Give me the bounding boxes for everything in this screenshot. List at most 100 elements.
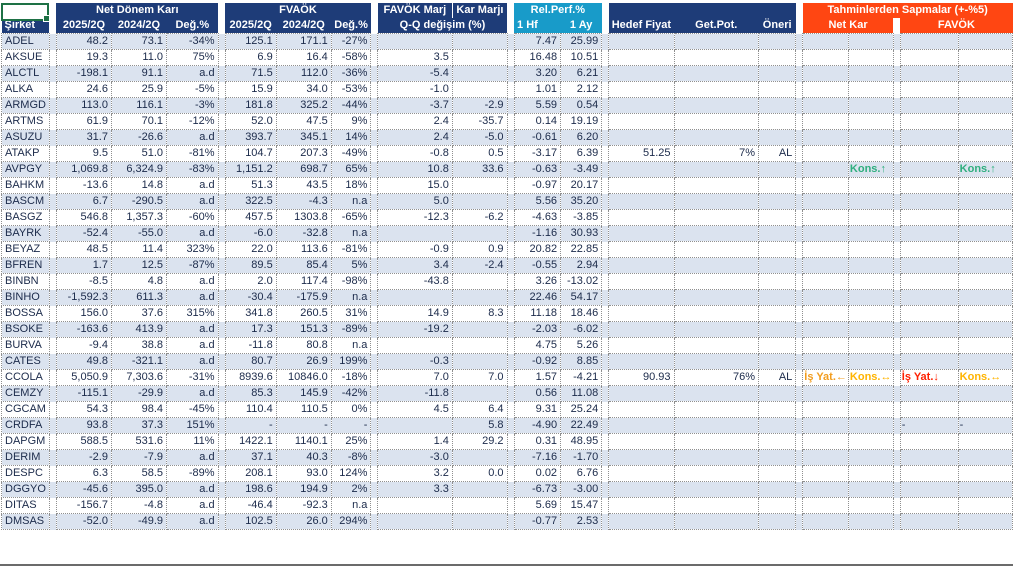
- data-cell[interactable]: 5%: [330, 257, 372, 274]
- data-cell[interactable]: [451, 497, 508, 514]
- data-cell[interactable]: [673, 65, 760, 82]
- data-cell[interactable]: [451, 193, 508, 210]
- data-cell[interactable]: [608, 193, 675, 210]
- data-cell[interactable]: [758, 33, 797, 50]
- company-cell[interactable]: CATES: [1, 353, 50, 370]
- data-cell[interactable]: [899, 161, 959, 178]
- data-cell[interactable]: Kons.↔: [847, 369, 894, 386]
- data-cell[interactable]: [608, 449, 675, 466]
- data-cell[interactable]: [957, 513, 1013, 530]
- data-cell[interactable]: [899, 385, 959, 402]
- data-cell[interactable]: -44%: [330, 97, 372, 114]
- data-cell[interactable]: -6.73: [513, 481, 562, 498]
- data-cell[interactable]: [673, 289, 760, 306]
- data-cell[interactable]: [899, 225, 959, 242]
- data-cell[interactable]: 3.5: [377, 49, 453, 66]
- data-cell[interactable]: [957, 353, 1013, 370]
- data-cell[interactable]: [899, 449, 959, 466]
- data-cell[interactable]: [673, 385, 760, 402]
- data-cell[interactable]: -163.6: [55, 321, 112, 338]
- data-cell[interactable]: -1.70: [560, 449, 603, 466]
- selected-cell[interactable]: [1, 3, 50, 22]
- data-cell[interactable]: 20.82: [513, 241, 562, 258]
- data-cell[interactable]: 3.26: [513, 273, 562, 290]
- data-cell[interactable]: [608, 225, 675, 242]
- data-cell[interactable]: -27%: [330, 33, 372, 50]
- data-cell[interactable]: [451, 289, 508, 306]
- data-cell[interactable]: -52.0: [55, 513, 112, 530]
- data-cell[interactable]: [847, 97, 894, 114]
- data-cell[interactable]: 4.5: [377, 401, 453, 418]
- data-cell[interactable]: [802, 481, 849, 498]
- data-cell[interactable]: [899, 401, 959, 418]
- data-cell[interactable]: [802, 289, 849, 306]
- data-cell[interactable]: 0.5: [451, 145, 508, 162]
- data-cell[interactable]: 2.94: [560, 257, 603, 274]
- data-cell[interactable]: -6.0: [224, 225, 277, 242]
- data-cell[interactable]: 156.0: [55, 305, 112, 322]
- data-cell[interactable]: [451, 33, 508, 50]
- data-cell[interactable]: 34.0: [275, 81, 332, 98]
- data-cell[interactable]: [673, 481, 760, 498]
- data-cell[interactable]: a.d: [166, 481, 219, 498]
- data-cell[interactable]: [608, 497, 675, 514]
- data-cell[interactable]: [608, 513, 675, 530]
- company-cell[interactable]: AKSUE: [1, 49, 50, 66]
- data-cell[interactable]: 31%: [330, 305, 372, 322]
- data-cell[interactable]: -11.8: [377, 385, 453, 402]
- data-cell[interactable]: -81%: [166, 145, 219, 162]
- data-cell[interactable]: İş Yat.←: [802, 369, 849, 386]
- company-cell[interactable]: ALKA: [1, 81, 50, 98]
- data-cell[interactable]: 22.85: [560, 241, 603, 258]
- data-cell[interactable]: [758, 385, 797, 402]
- data-cell[interactable]: [608, 273, 675, 290]
- data-cell[interactable]: [608, 113, 675, 130]
- data-cell[interactable]: 11%: [166, 433, 219, 450]
- data-cell[interactable]: [957, 193, 1013, 210]
- data-cell[interactable]: 17.3: [224, 321, 277, 338]
- data-cell[interactable]: -18%: [330, 369, 372, 386]
- company-cell[interactable]: ATAKP: [1, 145, 50, 162]
- data-cell[interactable]: [899, 97, 959, 114]
- data-cell[interactable]: [957, 481, 1013, 498]
- data-cell[interactable]: [758, 81, 797, 98]
- data-cell[interactable]: [802, 417, 849, 434]
- data-cell[interactable]: [899, 113, 959, 130]
- data-cell[interactable]: 12.5: [110, 257, 168, 274]
- data-cell[interactable]: [847, 145, 894, 162]
- data-cell[interactable]: -92.3: [275, 497, 332, 514]
- data-cell[interactable]: 9.5: [55, 145, 112, 162]
- data-cell[interactable]: 26.9: [275, 353, 332, 370]
- data-cell[interactable]: 19.3: [55, 49, 112, 66]
- data-cell[interactable]: [608, 401, 675, 418]
- data-cell[interactable]: [847, 513, 894, 530]
- data-cell[interactable]: 89.5: [224, 257, 277, 274]
- data-cell[interactable]: 18.46: [560, 305, 603, 322]
- data-cell[interactable]: 31.7: [55, 129, 112, 146]
- data-cell[interactable]: [802, 81, 849, 98]
- data-cell[interactable]: 93.0: [275, 465, 332, 482]
- data-cell[interactable]: [673, 337, 760, 354]
- company-cell[interactable]: BASGZ: [1, 209, 50, 226]
- data-cell[interactable]: 29.2: [451, 433, 508, 450]
- data-cell[interactable]: 208.1: [224, 465, 277, 482]
- data-cell[interactable]: [673, 449, 760, 466]
- data-cell[interactable]: -198.1: [55, 65, 112, 82]
- data-cell[interactable]: 37.6: [110, 305, 168, 322]
- data-cell[interactable]: [899, 321, 959, 338]
- data-cell[interactable]: [957, 97, 1013, 114]
- data-cell[interactable]: [758, 401, 797, 418]
- company-cell[interactable]: ASUZU: [1, 129, 50, 146]
- company-cell[interactable]: BINBN: [1, 273, 50, 290]
- data-cell[interactable]: [608, 337, 675, 354]
- data-cell[interactable]: [608, 49, 675, 66]
- data-cell[interactable]: [802, 465, 849, 482]
- data-cell[interactable]: -29.9: [110, 385, 168, 402]
- data-cell[interactable]: -290.5: [110, 193, 168, 210]
- data-cell[interactable]: -4.8: [110, 497, 168, 514]
- data-cell[interactable]: [802, 513, 849, 530]
- data-cell[interactable]: [802, 257, 849, 274]
- data-cell[interactable]: [802, 241, 849, 258]
- data-cell[interactable]: 14.9: [377, 305, 453, 322]
- data-cell[interactable]: -3.17: [513, 145, 562, 162]
